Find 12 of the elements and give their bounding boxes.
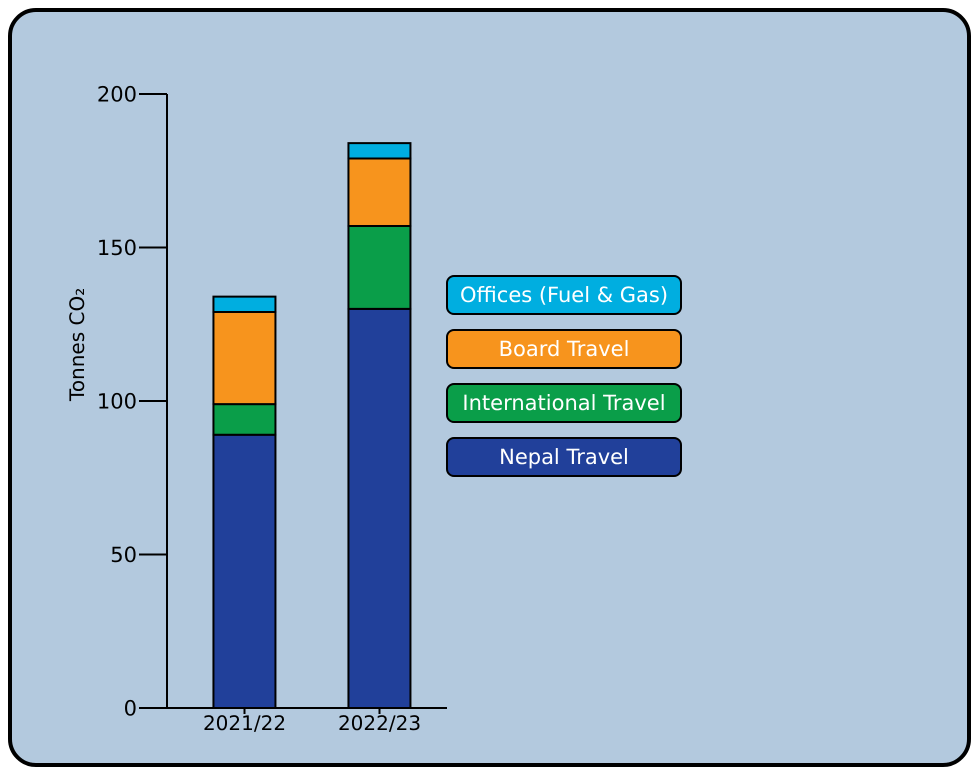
y-tick-label: 200 [96, 82, 137, 106]
y-tick-label: 150 [96, 236, 137, 260]
text: International Travel [446, 383, 682, 423]
y-tick-label: 50 [110, 542, 137, 567]
y-tick-label: 0 [124, 696, 137, 720]
x-tick-label: 2021/22 [202, 711, 286, 736]
x-tick-label: 2022/23 [338, 711, 422, 736]
text: Offices (Fuel & Gas) [446, 275, 682, 315]
y-axis-title: Tonnes CO₂ [65, 288, 90, 402]
text: Board Travel [446, 329, 682, 369]
y-tick-label: 100 [96, 389, 137, 414]
text: Nepal Travel [446, 437, 682, 477]
